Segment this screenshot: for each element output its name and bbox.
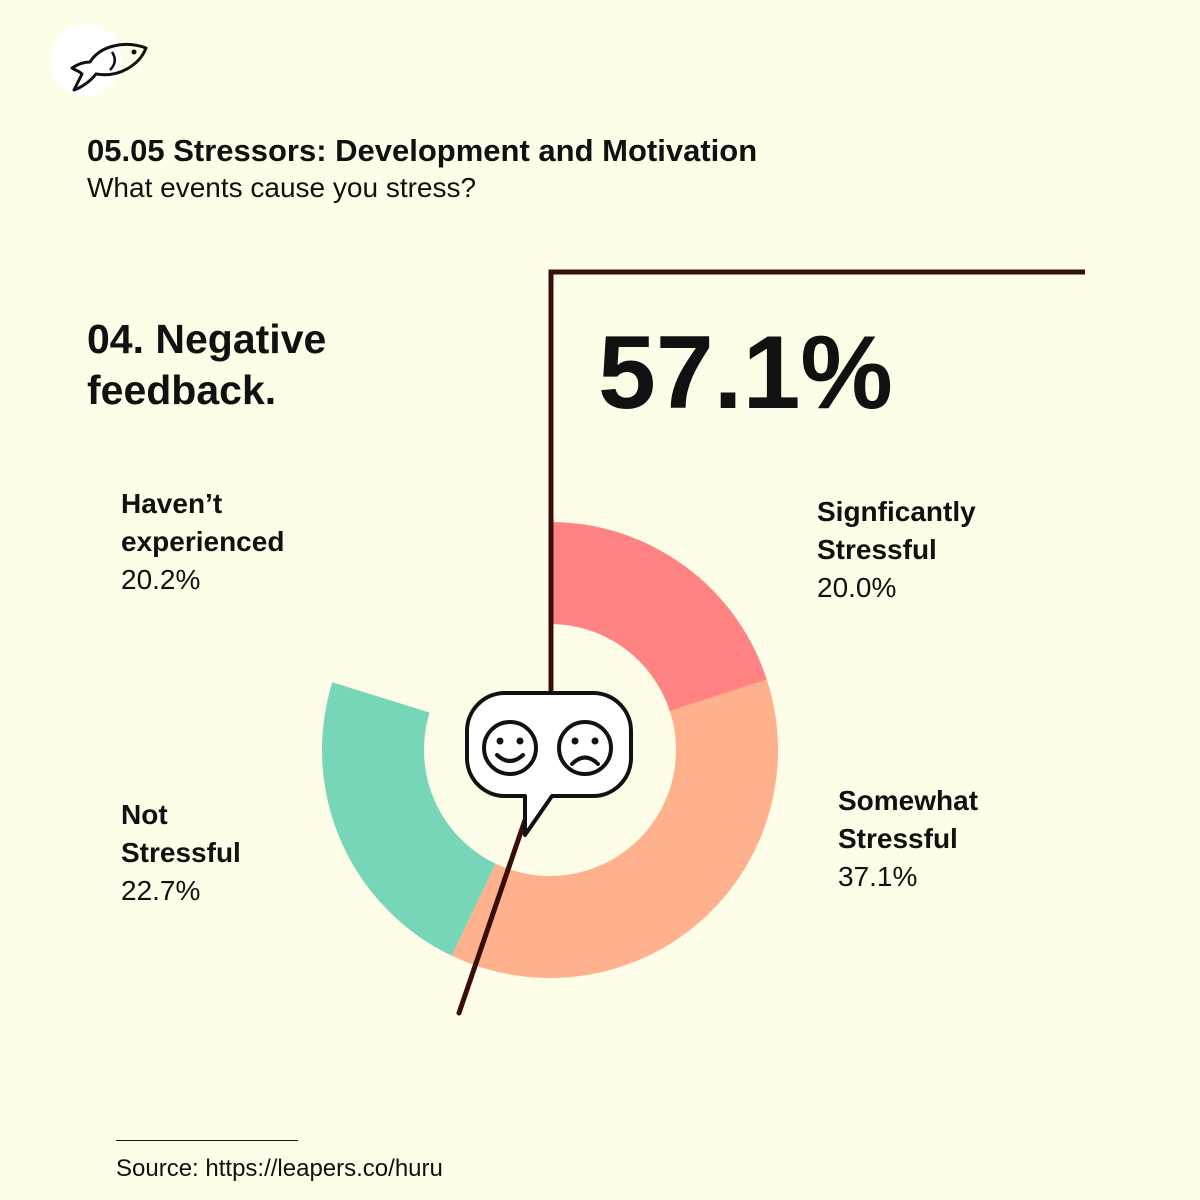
- donut-slices: [322, 522, 778, 978]
- header: 05.05 Stressors: Development and Motivat…: [87, 132, 757, 206]
- chart-subtitle: What events cause you stress?: [87, 172, 477, 203]
- callout-line: [548, 269, 1085, 693]
- slice-significantly-stressful: [550, 522, 767, 712]
- category-label: Haven’t: [121, 488, 223, 519]
- fish-logo-icon: [50, 24, 148, 96]
- label-somewhat-stressful: Somewhat Stressful 37.1%: [838, 782, 978, 896]
- question-line-2: feedback.: [87, 367, 277, 413]
- sad-face-icon: [557, 720, 613, 776]
- category-label: Signficantly: [817, 496, 976, 527]
- label-significantly-stressful: Signficantly Stressful 20.0%: [817, 493, 976, 607]
- smiley-face-icon: [482, 720, 538, 776]
- label-not-stressful: Not Stressful 22.7%: [121, 796, 241, 910]
- value-label: 22.7%: [121, 875, 201, 906]
- value-label: 20.2%: [121, 564, 201, 595]
- slice-somewhat-stressful: [451, 679, 778, 978]
- source-divider: [116, 1140, 298, 1141]
- category-label: Not: [121, 799, 168, 830]
- value-label: 37.1%: [838, 861, 918, 892]
- question-heading: 04. Negative feedback.: [87, 314, 407, 416]
- callout-tail-line: [456, 817, 528, 1016]
- category-label: experienced: [121, 526, 285, 557]
- chart-title: 05.05 Stressors: Development and Motivat…: [87, 133, 758, 168]
- source-text: Source: https://leapers.co/huru: [116, 1155, 443, 1182]
- face-bubble-icon: [465, 691, 633, 837]
- highlight-value: 57.1%: [598, 315, 893, 431]
- category-label: Stressful: [121, 837, 241, 868]
- question-line-1: 04. Negative: [87, 316, 327, 362]
- value-label: 20.0%: [817, 572, 897, 603]
- category-label: Stressful: [838, 823, 958, 854]
- label-havent-experienced: Haven’t experienced 20.2%: [121, 485, 284, 599]
- slice-not-stressful: [322, 682, 496, 956]
- category-label: Somewhat: [838, 785, 979, 816]
- category-label: Stressful: [817, 534, 937, 565]
